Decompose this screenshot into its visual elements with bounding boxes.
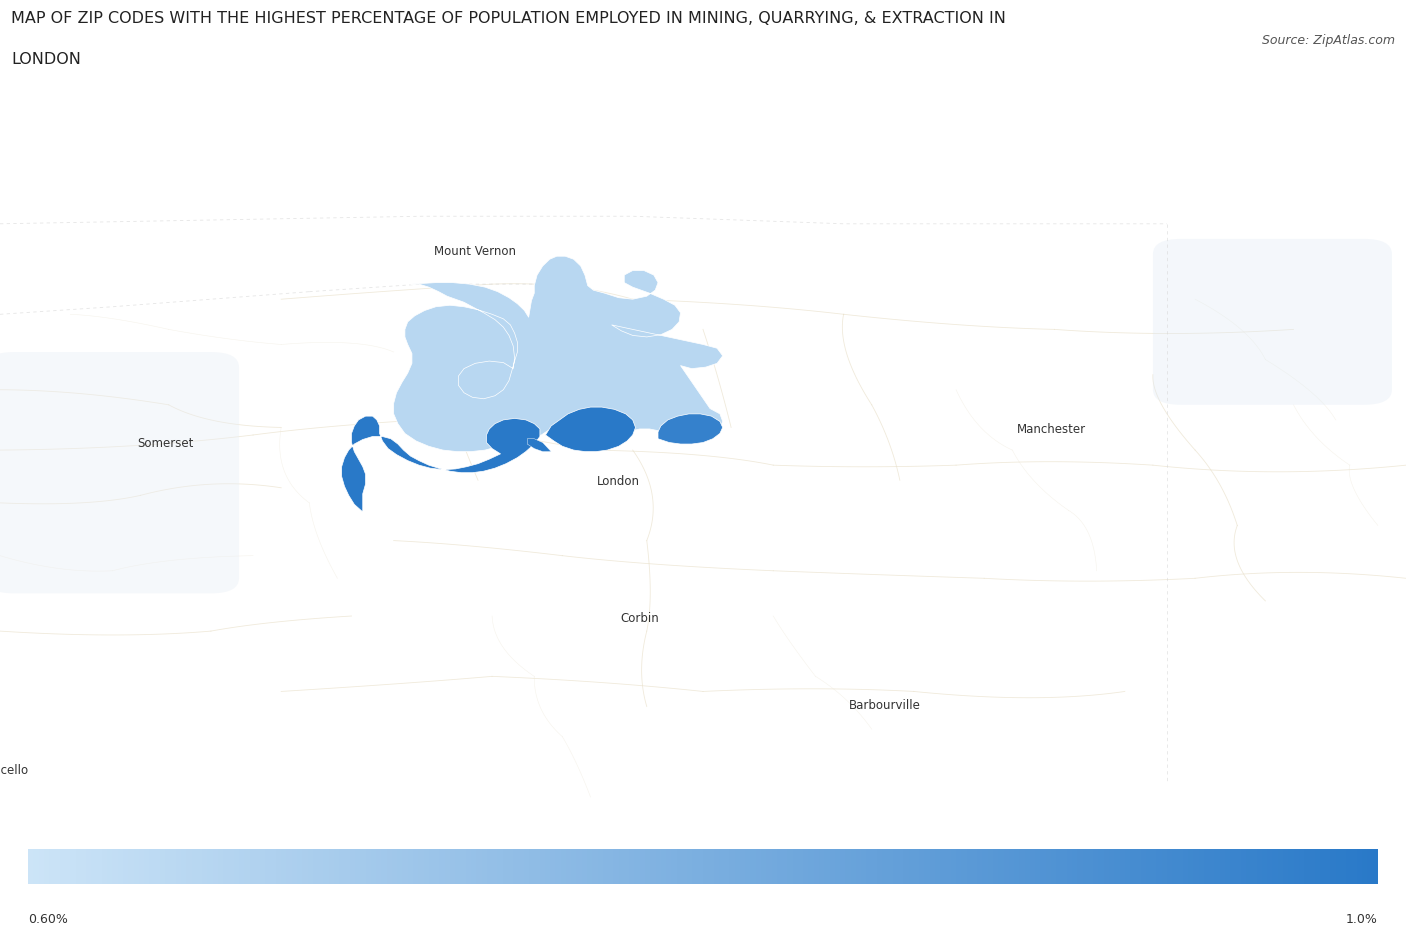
Polygon shape (546, 408, 636, 452)
Text: nticello: nticello (0, 764, 28, 777)
Text: Source: ZipAtlas.com: Source: ZipAtlas.com (1261, 34, 1395, 47)
FancyBboxPatch shape (0, 353, 239, 593)
Text: LONDON: LONDON (11, 51, 82, 66)
Text: London: London (598, 475, 640, 488)
FancyBboxPatch shape (1153, 240, 1392, 405)
Text: 0.60%: 0.60% (28, 912, 67, 925)
Text: Somerset: Somerset (138, 436, 194, 449)
Text: 1.0%: 1.0% (1346, 912, 1378, 925)
Text: Corbin: Corbin (620, 611, 659, 624)
Polygon shape (394, 257, 723, 452)
Text: Barbourville: Barbourville (848, 698, 921, 711)
Text: Manchester: Manchester (1017, 423, 1087, 436)
Polygon shape (527, 439, 551, 452)
Polygon shape (342, 417, 540, 512)
Polygon shape (658, 415, 723, 445)
Text: Mount Vernon: Mount Vernon (434, 244, 516, 257)
Text: MAP OF ZIP CODES WITH THE HIGHEST PERCENTAGE OF POPULATION EMPLOYED IN MINING, Q: MAP OF ZIP CODES WITH THE HIGHEST PERCEN… (11, 10, 1007, 25)
